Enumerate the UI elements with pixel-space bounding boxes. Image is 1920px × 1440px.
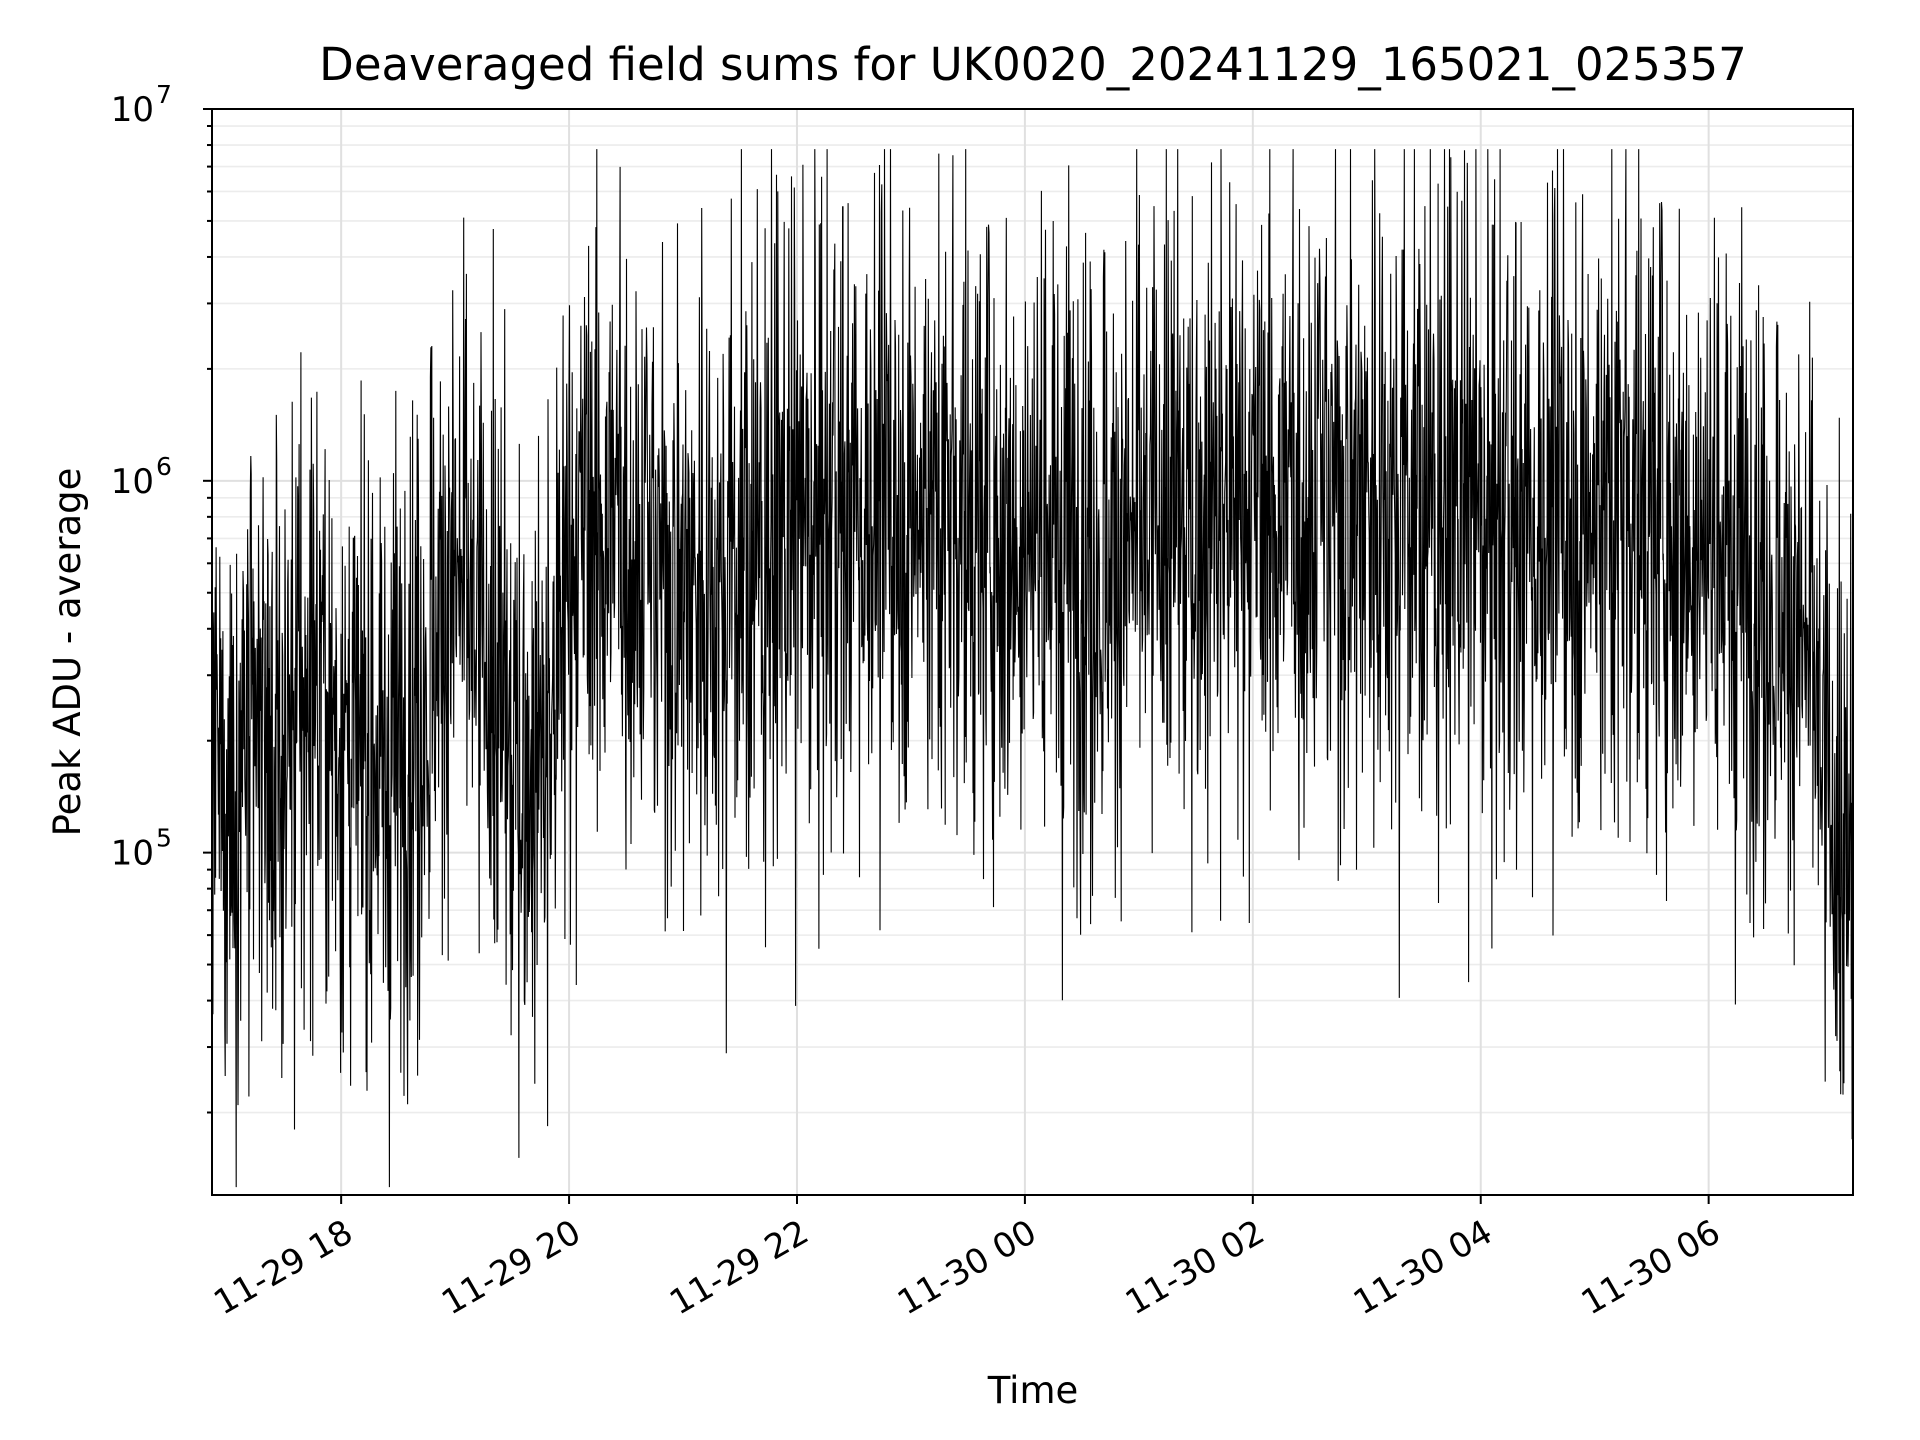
y-tick-label: 10	[111, 90, 154, 130]
x-tick-label: 11-30 06	[1575, 1212, 1727, 1323]
x-tick-label: 11-30 00	[891, 1212, 1043, 1323]
series-line	[211, 149, 1854, 1188]
x-axis-label: Time	[987, 1369, 1079, 1412]
y-tick-label-exponent: 5	[156, 824, 172, 853]
x-tick-label: 11-29 22	[663, 1212, 815, 1323]
y-tick-label-exponent: 6	[156, 452, 172, 481]
x-tick-label: 11-30 04	[1347, 1212, 1499, 1323]
y-tick-label: 10	[111, 834, 154, 874]
x-axis-ticks: 11-29 18 11-29 20 11-29 22 11-30 00 11-30 02…	[207, 1195, 1727, 1323]
x-tick-label: 11-29 18	[207, 1212, 359, 1323]
chart-title: Deaveraged field sums for UK0020_2024112…	[319, 38, 1747, 91]
series-layer	[211, 149, 1854, 1188]
y-tick-label: 10	[111, 462, 154, 502]
y-axis-label: Peak ADU - average	[46, 468, 89, 837]
x-tick-label: 11-30 02	[1119, 1212, 1271, 1323]
plot-frame	[211, 108, 1854, 1196]
y-tick-label-exponent: 7	[156, 80, 172, 109]
x-tick-label: 11-29 20	[435, 1212, 587, 1323]
